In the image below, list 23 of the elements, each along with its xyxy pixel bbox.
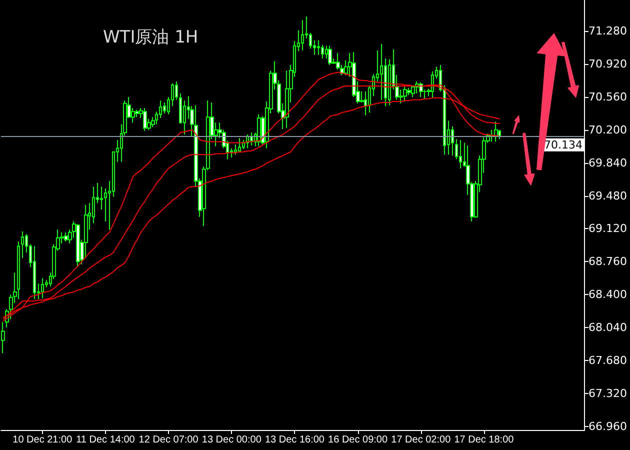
y-tick-label: 67.320	[588, 386, 628, 400]
x-tick-label: 11 Dec 14:00	[76, 434, 136, 446]
x-tick-label: 13 Dec 00:00	[202, 434, 262, 446]
y-tick-label: 69.480	[588, 189, 628, 202]
y-tick-label: 68.400	[588, 288, 628, 302]
y-tick-label: 69.840	[588, 156, 628, 170]
y-tick-label: 67.680	[588, 354, 628, 367]
y-tick-label: 70.560	[588, 90, 628, 104]
x-tick-label: 17 Dec 02:00	[391, 434, 452, 446]
x-tick-label: 13 Dec 16:00	[264, 434, 325, 446]
x-tick-label: 12 Dec 07:00	[138, 434, 199, 446]
x-tick-label: 10 Dec 21:00	[12, 434, 73, 446]
y-tick-label: 68.760	[588, 255, 628, 268]
y-tick-label: 68.040	[588, 321, 628, 334]
y-tick-label: 69.120	[588, 222, 628, 236]
x-tick-label: 16 Dec 09:00	[328, 434, 388, 446]
y-tick-label: 70.920	[588, 58, 628, 71]
ref-line-label: 70.134	[544, 138, 583, 152]
text: WTI原油 1H	[103, 28, 198, 48]
y-tick-label: 66.960	[588, 420, 628, 433]
x-tick-label: 17 Dec 18:00	[454, 434, 514, 446]
y-tick-label: 70.200	[588, 123, 628, 136]
y-tick-label: 71.280	[588, 24, 628, 38]
